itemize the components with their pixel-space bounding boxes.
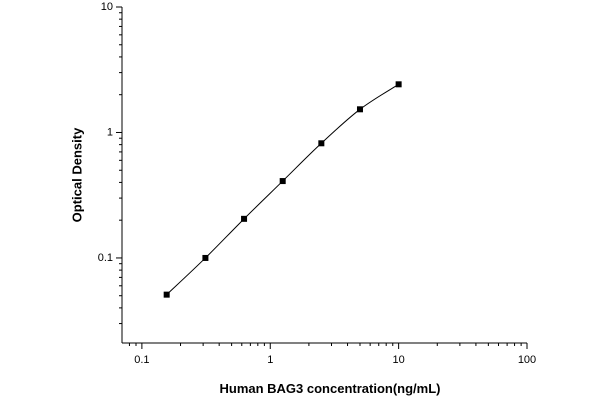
data-point: [202, 254, 209, 261]
x-axis-label: Human BAG3 concentration(ng/mL): [219, 381, 440, 396]
data-point: [163, 291, 170, 298]
y-axis-label: Optical Density: [69, 127, 84, 222]
data-point: [395, 81, 402, 88]
data-point: [279, 178, 286, 185]
data-point: [356, 106, 363, 113]
data-point: [318, 140, 325, 147]
fit-curve: [166, 83, 399, 296]
y-tick-label: 0.1: [98, 252, 113, 264]
data-point: [241, 215, 248, 222]
y-tick-label: 1: [107, 126, 113, 138]
x-tick-label: 10: [393, 354, 405, 366]
x-tick-label: 100: [518, 354, 536, 366]
x-tick-label: 0.1: [134, 354, 149, 366]
y-tick-label: 10: [101, 1, 113, 13]
x-tick-label: 1: [267, 354, 273, 366]
